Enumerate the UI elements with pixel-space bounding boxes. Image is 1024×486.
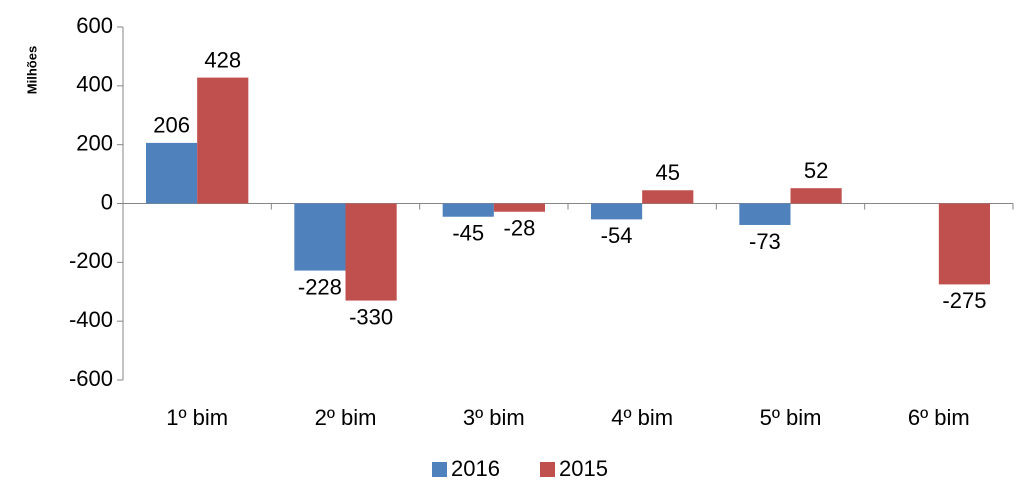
bar xyxy=(493,203,546,212)
bar xyxy=(739,203,791,225)
y-tick-label: 400 xyxy=(76,72,113,97)
data-label: -73 xyxy=(749,229,781,254)
x-tick-label: 4º bim xyxy=(611,405,673,430)
y-tick-label: 0 xyxy=(101,189,113,214)
x-tick-label: 3º bim xyxy=(463,405,525,430)
bar xyxy=(790,188,842,204)
data-label: -28 xyxy=(504,216,536,241)
bar xyxy=(642,190,694,204)
legend-swatch xyxy=(540,462,555,477)
data-label: 428 xyxy=(204,47,241,72)
data-label: -228 xyxy=(298,274,342,299)
data-label: -275 xyxy=(942,288,986,313)
bar xyxy=(294,203,346,271)
bar xyxy=(145,142,198,204)
bar xyxy=(938,203,991,285)
y-tick-label: -400 xyxy=(69,307,113,332)
data-label: -54 xyxy=(601,223,633,248)
legend-label: 2015 xyxy=(559,456,608,481)
x-tick-label: 6º bim xyxy=(908,405,970,430)
y-tick-label: -200 xyxy=(69,248,113,273)
x-tick-label: 1º bim xyxy=(166,405,228,430)
legend-swatch xyxy=(432,462,447,477)
bar xyxy=(442,203,494,217)
legend-label: 2016 xyxy=(451,456,500,481)
x-tick-label: 2º bim xyxy=(315,405,377,430)
data-label: 52 xyxy=(804,158,828,183)
bar xyxy=(590,203,643,220)
data-label: 206 xyxy=(153,113,190,138)
data-label: -330 xyxy=(349,304,393,329)
x-tick-label: 5º bim xyxy=(760,405,822,430)
y-tick-label: 200 xyxy=(76,130,113,155)
y-axis-title: Milhões xyxy=(24,46,39,94)
y-tick-label: 600 xyxy=(76,13,113,38)
data-label: -45 xyxy=(452,221,484,246)
bar xyxy=(197,77,249,204)
y-tick-label: -600 xyxy=(69,366,113,391)
bar xyxy=(345,203,397,301)
data-label: 45 xyxy=(656,160,680,185)
